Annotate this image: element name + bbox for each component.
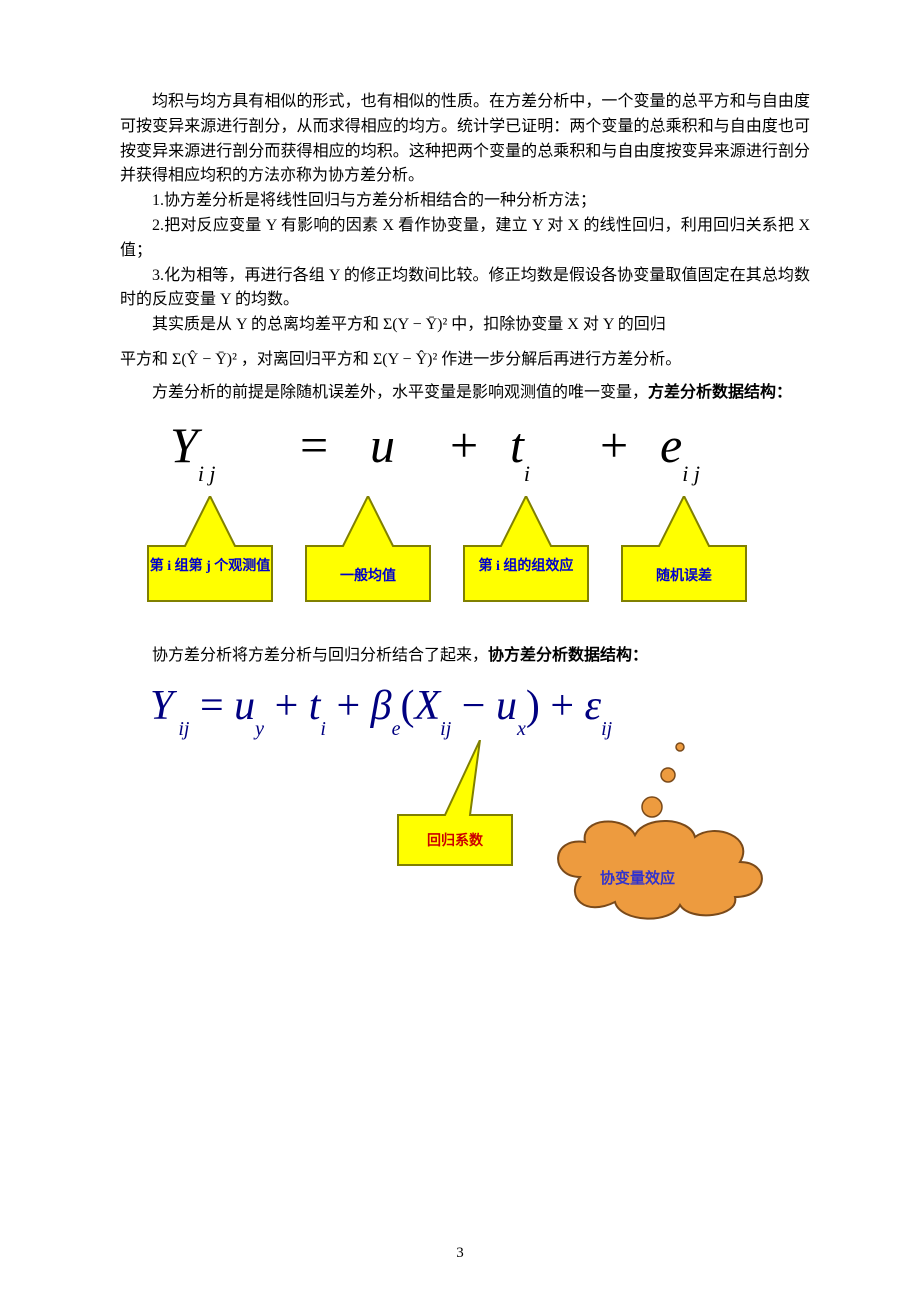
eq1-t: t — [510, 417, 524, 473]
document-page: 均积与均方具有相似的形式，也有相似的性质。在方差分析中，一个变量的总平方和与自由… — [0, 0, 920, 1302]
eq1-equals: = — [300, 416, 370, 474]
equation-1-diagram: Yi j = u + ti + ei j 第 i 组第 j 个观测值 一般均值 — [120, 416, 810, 616]
eq1-plus-1: + — [450, 416, 510, 474]
cloud-shape-icon — [540, 737, 800, 927]
callout-shape-icon — [456, 496, 596, 606]
p7-bold: 方差分析数据结构： — [648, 384, 792, 401]
eq1-Y: Y — [170, 417, 198, 473]
paragraph-5: 其实质是从 Y 的总离均差平方和 Σ(Y − Ȳ)² 中，扣除协变量 X 对 Y… — [120, 313, 810, 338]
callout-shape-icon — [614, 496, 754, 606]
equation-1: Yi j = u + ti + ei j — [170, 416, 790, 479]
eq1-sub-i: i — [524, 461, 530, 486]
cloud-label: 协变量效应 — [600, 867, 675, 888]
paragraph-4: 3.化为相等，再进行各组 Y 的修正均数间比较。修正均数是假设各协变量取值固定在… — [120, 264, 810, 314]
eq1-sub-ij: i j — [198, 461, 216, 486]
eq1-sub-ij2: i j — [682, 461, 700, 486]
callout-2: 一般均值 — [298, 496, 438, 606]
callout-row: 第 i 组第 j 个观测值 一般均值 第 i 组的组效应 随机误差 — [120, 496, 810, 606]
inline-formula-2: Σ(Ŷ − Ȳ)² — [172, 351, 237, 368]
paragraph-7: 方差分析的前提是除随机误差外，水平变量是影响观测值的唯一变量，方差分析数据结构： — [120, 381, 810, 406]
equation-2: Y ij = uy + ti + βe(Xij − ux) + εij — [150, 682, 612, 734]
callout-shape-icon — [298, 496, 438, 606]
callout-shape-icon — [140, 496, 280, 606]
p8-bold: 协方差分析数据结构： — [488, 647, 648, 664]
eq1-u: u — [370, 416, 450, 474]
paragraph-3: 2.把对反应变量 Y 有影响的因素 X 看作协变量，建立 Y 对 X 的线性回归… — [120, 214, 810, 264]
p7-text: 方差分析的前提是除随机误差外，水平变量是影响观测值的唯一变量， — [152, 384, 648, 401]
p5-text-a: 其实质是从 Y 的总离均差平方和 — [152, 316, 379, 333]
callout-1: 第 i 组第 j 个观测值 — [140, 496, 280, 606]
paragraph-6: 平方和 Σ(Ŷ − Ȳ)² ，对离回归平方和 Σ(Y − Ŷ)² 作进一步分解后… — [120, 348, 810, 373]
callout-3: 第 i 组的组效应 — [456, 496, 596, 606]
p6-text-b: ，对离回归平方和 — [241, 351, 369, 368]
eq1-e: e — [660, 417, 682, 473]
paragraph-2: 1.协方差分析是将线性回归与方差分析相结合的一种分析方法； — [120, 189, 810, 214]
cloud-callout: 协变量效应 — [540, 737, 800, 932]
inline-formula-3: Σ(Y − Ŷ)² — [373, 351, 437, 368]
callout-beta-label: 回归系数 — [405, 830, 505, 850]
eq1-plus-2: + — [600, 416, 660, 474]
callout-2-label: 一般均值 — [306, 568, 430, 586]
callout-beta: 回归系数 — [390, 740, 520, 875]
p5-text-b: 中，扣除协变量 X 对 Y 的回归 — [451, 316, 666, 333]
p6-text-c: 作进一步分解后再进行方差分析。 — [441, 351, 681, 368]
inline-formula-1: Σ(Y − Ȳ)² — [383, 316, 447, 333]
p8-text: 协方差分析将方差分析与回归分析结合了起来， — [152, 647, 488, 664]
callout-4: 随机误差 — [614, 496, 754, 606]
page-number: 3 — [0, 1245, 920, 1262]
paragraph-1: 均积与均方具有相似的形式，也有相似的性质。在方差分析中，一个变量的总平方和与自由… — [120, 90, 810, 189]
callout-1-label: 第 i 组第 j 个观测值 — [148, 558, 272, 576]
paragraph-8: 协方差分析将方差分析与回归分析结合了起来，协方差分析数据结构： — [120, 644, 810, 669]
callout-3-label: 第 i 组的组效应 — [464, 558, 588, 576]
callout-shape-icon — [390, 740, 520, 870]
callout-4-label: 随机误差 — [622, 568, 746, 586]
equation-2-diagram: Y ij = uy + ti + βe(Xij − ux) + εij 回归系数 — [120, 682, 810, 942]
p6-text-a: 平方和 — [120, 351, 168, 368]
